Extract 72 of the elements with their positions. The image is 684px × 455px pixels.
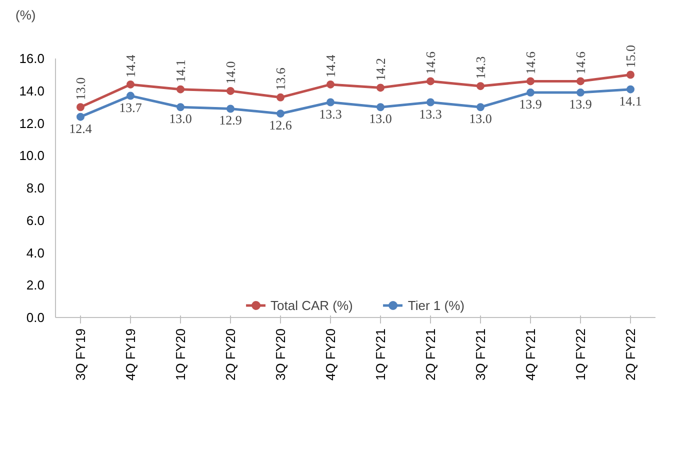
point [326,98,334,106]
point [176,85,184,94]
point [276,93,284,102]
y-axis-title: (%) [16,8,36,22]
x-tick-label: 3Q FY21 [473,328,488,381]
y-tick-label: 14.0 [19,83,45,98]
data-label: 12.6 [269,118,292,133]
point [476,82,484,90]
y-tick-label: 6.0 [26,212,45,228]
data-label: 12.4 [69,120,92,136]
data-label: 13.0 [169,111,192,126]
data-label: 14.6 [573,50,588,74]
y-tick-label: 16.0 [19,51,45,66]
data-label: 13.3 [419,106,442,122]
point [626,85,634,94]
point [126,92,134,100]
point [476,103,484,112]
x-tick-label: 2Q FY20 [223,328,238,381]
data-label: 14.2 [373,58,388,81]
x-tick-label: 4Q FY21 [523,328,538,381]
data-label: 13.9 [569,96,592,112]
point [626,70,634,79]
point [576,77,584,86]
data-label: 13.6 [273,67,288,90]
data-label: 14.1 [619,93,642,108]
data-label: 14.6 [423,50,438,74]
data-label: 15.0 [623,45,638,68]
x-tick-label: 2Q FY21 [423,328,438,381]
y-tick-label: 12.0 [19,116,45,131]
data-label: 13.9 [519,96,542,112]
x-tick-label: 4Q FY19 [123,328,138,381]
data-label: 14.1 [173,60,188,82]
data-label: 13.3 [319,106,342,122]
data-label: 14.4 [123,54,138,78]
data-label: 12.9 [219,112,242,128]
x-tick-label: 1Q FY21 [373,328,388,381]
point [276,110,284,118]
point [426,77,434,86]
y-tick-label: 2.0 [26,278,45,293]
x-tick-label: 1Q FY20 [173,328,188,381]
legend-label: Tier 1 (%) [408,298,464,312]
point [526,77,534,86]
point [176,103,184,112]
point [326,80,334,88]
x-tick-label: 1Q FY22 [573,328,588,381]
point [226,86,234,95]
point [226,104,234,113]
data-label: 13.0 [73,77,88,100]
data-label: 13.0 [369,111,392,126]
x-tick-label: 3Q FY19 [73,328,88,381]
y-tick-label: 8.0 [26,180,45,196]
point [526,88,534,97]
legend-label: Total CAR (%) [270,298,353,312]
y-tick-label: 0.0 [26,310,45,325]
data-label: 14.4 [323,54,338,78]
point [376,84,384,92]
point [576,88,584,97]
data-label: 14.3 [473,56,488,80]
data-label: 14.0 [223,61,238,84]
data-label: 13.7 [119,100,142,115]
x-tick-label: 3Q FY20 [273,328,288,381]
point [76,112,84,121]
y-tick-label: 10.0 [19,148,45,164]
point [126,80,134,88]
point [376,103,384,112]
point [76,103,84,112]
point [426,98,434,106]
data-label: 13.0 [469,111,492,126]
data-label: 14.6 [523,50,538,74]
x-tick-label: 4Q FY20 [323,328,338,381]
y-tick-label: 4.0 [26,245,45,260]
x-tick-label: 2Q FY22 [623,328,638,381]
